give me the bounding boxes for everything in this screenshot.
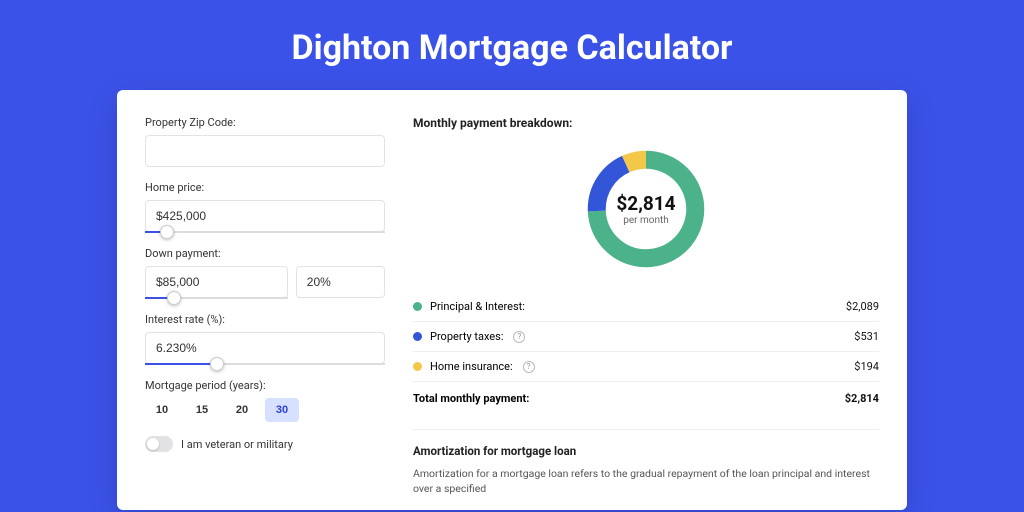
interest-rate-slider[interactable] [145, 363, 385, 365]
inputs-panel: Property Zip Code: Home price: Down paym… [145, 116, 385, 510]
total-value: $2,814 [845, 392, 879, 405]
donut-wrap: $2,814 per month [413, 140, 879, 292]
zip-field-block: Property Zip Code: [145, 116, 385, 167]
down-payment-input[interactable] [145, 266, 288, 298]
total-row: Total monthly payment: $2,814 [413, 382, 879, 413]
total-label: Total monthly payment: [413, 392, 529, 405]
down-payment-slider-thumb[interactable] [167, 291, 181, 305]
breakdown-title: Monthly payment breakdown: [413, 116, 879, 130]
down-payment-pct-input[interactable] [296, 266, 385, 298]
legend-label: Home insurance: [430, 360, 513, 373]
home-price-label: Home price: [145, 181, 385, 194]
veteran-row: I am veteran or military [145, 436, 385, 452]
interest-rate-label: Interest rate (%): [145, 313, 385, 326]
period-option-30[interactable]: 30 [265, 398, 299, 422]
legend-row: Principal & Interest: $2,089 [413, 292, 879, 322]
period-option-10[interactable]: 10 [145, 398, 179, 422]
home-price-input[interactable] [145, 200, 385, 232]
home-price-slider-thumb[interactable] [160, 225, 174, 239]
donut-center-value: $2,814 [616, 192, 675, 215]
amortization-section: Amortization for mortgage loan Amortizat… [413, 429, 879, 496]
home-price-block: Home price: [145, 181, 385, 233]
donut-chart: $2,814 per month [581, 144, 711, 274]
zip-label: Property Zip Code: [145, 116, 385, 129]
breakdown-panel: Monthly payment breakdown: $2,814 per mo… [413, 116, 879, 510]
veteran-label: I am veteran or military [181, 438, 293, 451]
home-price-slider[interactable] [145, 231, 385, 233]
info-icon[interactable]: ? [523, 361, 535, 373]
amortization-body: Amortization for a mortgage loan refers … [413, 466, 879, 496]
legend-dot [413, 302, 422, 311]
legend-row: Home insurance:? $194 [413, 352, 879, 382]
period-options: 10152030 [145, 398, 385, 422]
period-label: Mortgage period (years): [145, 379, 385, 392]
legend-value: $194 [854, 360, 879, 373]
down-payment-label: Down payment: [145, 247, 385, 260]
legend-label: Property taxes: [430, 330, 503, 343]
info-icon[interactable]: ? [513, 331, 525, 343]
period-block: Mortgage period (years): 10152030 [145, 379, 385, 422]
down-payment-slider[interactable] [145, 297, 288, 299]
page-title: Dighton Mortgage Calculator [0, 0, 1024, 90]
zip-input[interactable] [145, 135, 385, 167]
interest-rate-block: Interest rate (%): [145, 313, 385, 365]
period-option-15[interactable]: 15 [185, 398, 219, 422]
legend-dot [413, 362, 422, 371]
toggle-knob [147, 438, 159, 450]
down-payment-block: Down payment: [145, 247, 385, 299]
legend-dot [413, 332, 422, 341]
legend-table: Principal & Interest: $2,089 Property taxe… [413, 292, 879, 382]
legend-label: Principal & Interest: [430, 300, 525, 313]
donut-center-sub: per month [623, 215, 669, 226]
period-option-20[interactable]: 20 [225, 398, 259, 422]
interest-rate-slider-thumb[interactable] [210, 357, 224, 371]
legend-value: $531 [854, 330, 879, 343]
legend-row: Property taxes:? $531 [413, 322, 879, 352]
amortization-title: Amortization for mortgage loan [413, 444, 879, 458]
interest-rate-input[interactable] [145, 332, 385, 364]
legend-value: $2,089 [846, 300, 879, 313]
veteran-toggle[interactable] [145, 436, 173, 452]
calculator-card: Property Zip Code: Home price: Down paym… [117, 90, 907, 510]
